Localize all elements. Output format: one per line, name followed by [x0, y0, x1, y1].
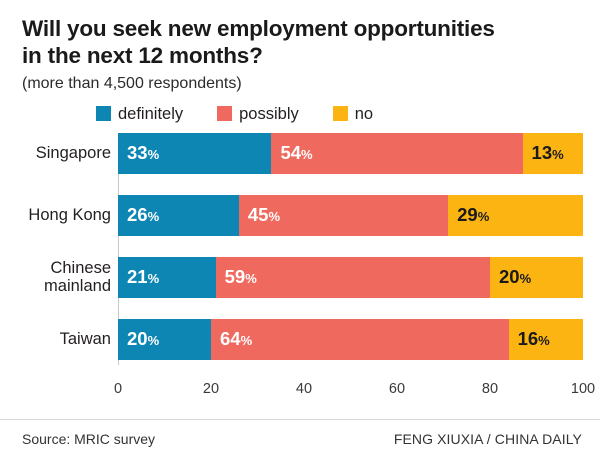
- row-spacer: [118, 298, 583, 319]
- x-axis-tick: 100: [570, 381, 596, 398]
- bar-value-definitely: 20%: [127, 328, 160, 350]
- row-spacer: [118, 236, 583, 257]
- bar-value-no: 20%: [498, 266, 532, 288]
- bar-segment-definitely: 20%: [118, 319, 211, 361]
- legend-item-definitely: definitely: [96, 106, 183, 123]
- bar-segment-definitely: 26%: [118, 195, 239, 237]
- plot-area: Singapore 33% 54% 13% Hong Kong: [0, 133, 600, 379]
- x-axis-tick: 40: [295, 381, 313, 398]
- page-title: Will you seek new employment opportuniti…: [22, 16, 495, 68]
- bar-segment-definitely: 33%: [118, 133, 272, 175]
- x-axis-tick: 20: [202, 381, 220, 398]
- bar-segment-no: 13%: [522, 133, 583, 175]
- table-row: Singapore 33% 54% 13%: [36, 133, 583, 175]
- row-label-hong-kong: Hong Kong: [28, 206, 111, 225]
- x-axis-tick: 60: [388, 381, 406, 398]
- bar-segment-possibly: 64%: [211, 319, 509, 361]
- bar-segment-definitely: 21%: [118, 257, 216, 299]
- bar-value-possibly: 54%: [280, 142, 313, 164]
- x-axis: 0 20 40 60 80 100: [114, 379, 595, 401]
- legend-label-definitely: definitely: [118, 104, 184, 123]
- bar-value-definitely: 21%: [127, 266, 160, 288]
- bar-value-possibly: 45%: [247, 204, 281, 226]
- legend-swatch-icon-possibly: [217, 106, 233, 122]
- chart-legend: definitely possibly no: [0, 106, 600, 123]
- legend-label-possibly: possibly: [239, 104, 299, 123]
- row-label-taiwan: Taiwan: [59, 330, 111, 349]
- chart-header: Will you seek new employment opportuniti…: [0, 0, 600, 93]
- bar-rows: Singapore 33% 54% 13% Hong Kong: [28, 133, 583, 379]
- legend-swatch-icon-no: [332, 106, 348, 122]
- credit-text: FENG XIUXIA / CHINA DAILY: [393, 430, 582, 447]
- stacked-bar-singapore: 33% 54% 13%: [118, 133, 583, 175]
- table-row: Taiwan 20% 64% 16%: [60, 319, 583, 361]
- bar-value-no: 16%: [517, 328, 550, 350]
- legend-label-no: no: [354, 104, 374, 123]
- legend-swatch-icon-definitely: [96, 106, 111, 122]
- y-axis-line: [118, 133, 119, 366]
- bar-value-possibly: 59%: [224, 266, 257, 288]
- bar-segment-possibly: 59%: [215, 257, 490, 299]
- table-row: Hong Kong 26% 45% 29%: [28, 195, 583, 237]
- bar-segment-possibly: 54%: [271, 133, 523, 175]
- source-text: Source: MRIC survey: [22, 430, 156, 447]
- chart-footer: Source: MRIC survey FENG XIUXIA / CHINA …: [0, 419, 600, 457]
- bar-value-no: 13%: [531, 142, 564, 164]
- bar-segment-no: 20%: [489, 257, 583, 299]
- x-axis-tick: 80: [481, 381, 499, 398]
- row-spacer: [118, 174, 583, 195]
- bar-value-definitely: 33%: [127, 142, 160, 164]
- bar-value-possibly: 64%: [220, 328, 253, 350]
- x-axis-tick: 0: [113, 381, 123, 398]
- bar-segment-no: 16%: [508, 319, 583, 361]
- row-label-singapore: Singapore: [35, 144, 111, 163]
- stacked-bar-taiwan: 20% 64% 16%: [118, 319, 583, 361]
- legend-item-possibly: possibly: [217, 106, 299, 123]
- bar-segment-possibly: 45%: [238, 195, 449, 237]
- bar-segment-no: 29%: [448, 195, 583, 237]
- stacked-bar-chinese-mainland: 21% 59% 20%: [118, 257, 583, 299]
- table-row: Chinese mainland 21% 59% 20%: [44, 257, 583, 299]
- row-label-chinese-mainland: Chinese mainland: [44, 259, 111, 295]
- chart-subtitle: (more than 4,500 respondents): [22, 74, 242, 92]
- bar-value-definitely: 26%: [127, 204, 160, 226]
- legend-item-no: no: [332, 104, 374, 123]
- stacked-bar-hong-kong: 26% 45% 29%: [118, 195, 583, 237]
- bar-value-no: 29%: [457, 204, 490, 226]
